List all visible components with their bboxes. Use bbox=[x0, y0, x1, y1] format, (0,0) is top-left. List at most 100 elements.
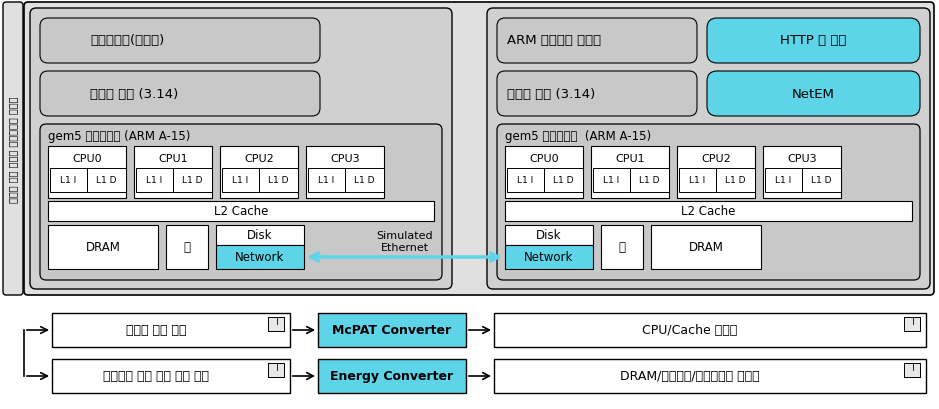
Bar bbox=[601, 225, 643, 270]
Bar bbox=[52, 313, 290, 347]
FancyBboxPatch shape bbox=[497, 72, 697, 117]
Bar bbox=[763, 147, 841, 198]
Bar bbox=[802, 169, 841, 193]
Text: 으: 으 bbox=[183, 241, 191, 254]
Text: L1 D: L1 D bbox=[269, 176, 289, 185]
Text: CPU2: CPU2 bbox=[701, 154, 731, 164]
Bar bbox=[591, 147, 669, 198]
Bar bbox=[544, 169, 583, 193]
Text: L1 I: L1 I bbox=[689, 176, 705, 185]
Bar bbox=[216, 225, 304, 245]
Text: CPU1: CPU1 bbox=[615, 154, 645, 164]
Bar bbox=[134, 147, 212, 198]
Bar bbox=[765, 169, 802, 193]
Bar bbox=[904, 363, 920, 377]
FancyBboxPatch shape bbox=[3, 3, 23, 295]
Text: NetEM: NetEM bbox=[793, 87, 835, 100]
Text: gem5 시뮬레이터 (ARM A-15): gem5 시뮬레이터 (ARM A-15) bbox=[48, 130, 191, 143]
FancyBboxPatch shape bbox=[487, 9, 930, 289]
Bar bbox=[173, 169, 212, 193]
Text: CPU/Cache 에너지: CPU/Cache 에너지 bbox=[642, 324, 738, 337]
FancyBboxPatch shape bbox=[40, 72, 320, 117]
Bar bbox=[220, 147, 298, 198]
Bar bbox=[216, 245, 304, 270]
Text: L1 I: L1 I bbox=[604, 176, 620, 185]
Text: 아키텍처 수준 수행 결과 파일: 아키텍처 수준 수행 결과 파일 bbox=[103, 370, 209, 382]
Bar bbox=[651, 225, 761, 270]
Bar bbox=[268, 363, 284, 377]
Text: ARM 임베디드 리눅스: ARM 임베디드 리눅스 bbox=[507, 34, 601, 47]
Bar bbox=[268, 317, 284, 331]
Bar bbox=[505, 147, 583, 198]
Text: DRAM/네트워크/디스플레이 에너지: DRAM/네트워크/디스플레이 에너지 bbox=[620, 370, 760, 382]
Text: Network: Network bbox=[524, 251, 574, 264]
Bar bbox=[318, 313, 466, 347]
Text: L1 I: L1 I bbox=[318, 176, 334, 185]
Bar bbox=[48, 225, 158, 270]
FancyBboxPatch shape bbox=[24, 3, 934, 295]
Text: CPU0: CPU0 bbox=[530, 154, 559, 164]
Bar bbox=[136, 169, 173, 193]
Text: CPU3: CPU3 bbox=[787, 154, 817, 164]
Text: L1 D: L1 D bbox=[354, 176, 375, 185]
Text: 리눅스 커널 (3.14): 리눅스 커널 (3.14) bbox=[90, 87, 178, 100]
Bar bbox=[48, 147, 126, 198]
Bar bbox=[494, 313, 926, 347]
Bar bbox=[507, 169, 544, 193]
Bar bbox=[593, 169, 630, 193]
Bar bbox=[87, 169, 126, 193]
Text: Network: Network bbox=[236, 251, 285, 264]
Bar bbox=[494, 359, 926, 393]
Text: L1 D: L1 D bbox=[182, 176, 203, 185]
Bar bbox=[166, 225, 208, 270]
Text: L2 Cache: L2 Cache bbox=[214, 205, 269, 218]
Text: DRAM: DRAM bbox=[85, 241, 120, 254]
Text: DRAM: DRAM bbox=[688, 241, 723, 254]
Text: 리눅스 커널 (3.14): 리눅스 커널 (3.14) bbox=[507, 87, 595, 100]
Bar bbox=[259, 169, 298, 193]
FancyBboxPatch shape bbox=[497, 125, 920, 280]
FancyBboxPatch shape bbox=[707, 72, 920, 117]
Bar bbox=[679, 169, 716, 193]
Bar bbox=[630, 169, 669, 193]
Bar bbox=[505, 245, 593, 270]
Text: L1 I: L1 I bbox=[776, 176, 792, 185]
Text: L1 I: L1 I bbox=[232, 176, 249, 185]
Bar bbox=[505, 225, 593, 245]
Text: CPU1: CPU1 bbox=[158, 154, 188, 164]
Text: L1 D: L1 D bbox=[97, 176, 116, 185]
Text: McPAT Converter: McPAT Converter bbox=[332, 324, 452, 337]
Text: L1 I: L1 I bbox=[517, 176, 533, 185]
FancyBboxPatch shape bbox=[707, 19, 920, 64]
Text: 안드로이드(젤리빈): 안드로이드(젤리빈) bbox=[90, 34, 164, 47]
Text: HTTP 웹 서버: HTTP 웹 서버 bbox=[780, 34, 847, 47]
Bar bbox=[48, 202, 434, 221]
Text: L2 Cache: L2 Cache bbox=[682, 205, 735, 218]
Bar bbox=[505, 202, 912, 221]
FancyBboxPatch shape bbox=[30, 9, 452, 289]
Text: 모바일 전체 시스템 시뮬레이션 구성도: 모바일 전체 시스템 시뮬레이션 구성도 bbox=[8, 97, 18, 203]
Bar bbox=[677, 147, 755, 198]
Text: Simulated
Ethernet: Simulated Ethernet bbox=[377, 231, 433, 252]
Text: CPU2: CPU2 bbox=[244, 154, 274, 164]
Bar bbox=[716, 169, 755, 193]
Bar bbox=[50, 169, 87, 193]
Text: L1 D: L1 D bbox=[639, 176, 660, 185]
Bar bbox=[52, 359, 290, 393]
Bar bbox=[308, 169, 345, 193]
Text: CPU0: CPU0 bbox=[72, 154, 101, 164]
Text: L1 D: L1 D bbox=[725, 176, 746, 185]
Text: L1 I: L1 I bbox=[146, 176, 162, 185]
Bar bbox=[345, 169, 384, 193]
FancyBboxPatch shape bbox=[40, 125, 442, 280]
Text: Disk: Disk bbox=[536, 229, 562, 242]
Bar bbox=[904, 317, 920, 331]
Text: Disk: Disk bbox=[247, 229, 272, 242]
Text: L1 D: L1 D bbox=[553, 176, 574, 185]
Text: 으: 으 bbox=[619, 241, 625, 254]
Bar bbox=[318, 359, 466, 393]
Text: 시스템 구성 파일: 시스템 구성 파일 bbox=[126, 324, 186, 337]
Text: gem5 시뮬레이터  (ARM A-15): gem5 시뮬레이터 (ARM A-15) bbox=[505, 130, 651, 143]
Bar bbox=[306, 147, 384, 198]
Text: CPU3: CPU3 bbox=[331, 154, 360, 164]
